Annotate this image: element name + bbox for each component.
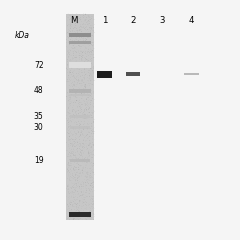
Text: 72: 72	[34, 61, 44, 70]
Bar	[69, 41, 91, 44]
Text: 3: 3	[159, 17, 164, 25]
Bar	[66, 14, 94, 220]
Text: 35: 35	[34, 112, 44, 121]
Text: 48: 48	[34, 86, 44, 95]
Text: kDa: kDa	[14, 31, 29, 40]
Bar	[71, 119, 90, 121]
Bar	[70, 159, 90, 162]
Text: M: M	[70, 17, 77, 25]
Bar	[69, 33, 91, 37]
Text: 1: 1	[102, 17, 107, 25]
Bar	[184, 72, 199, 75]
Bar	[69, 89, 91, 93]
Bar	[97, 71, 112, 78]
Text: 4: 4	[189, 17, 194, 25]
Bar	[70, 114, 90, 118]
Bar	[70, 94, 90, 96]
Bar	[69, 212, 91, 217]
Text: 30: 30	[34, 123, 44, 132]
Text: 19: 19	[34, 156, 44, 165]
Text: 2: 2	[130, 17, 136, 25]
Bar	[70, 126, 90, 129]
Bar	[69, 62, 91, 68]
Bar	[126, 72, 140, 76]
